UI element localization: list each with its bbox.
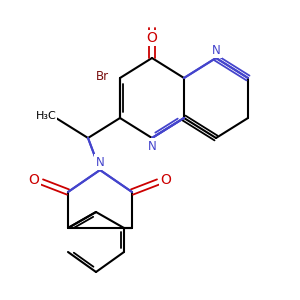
Text: Br: Br xyxy=(95,70,109,83)
Text: O: O xyxy=(147,31,158,45)
Text: N: N xyxy=(148,140,156,152)
Text: N: N xyxy=(212,44,220,56)
Text: N: N xyxy=(96,155,104,169)
Text: O: O xyxy=(160,173,171,187)
Text: O: O xyxy=(28,173,39,187)
Text: H₃C: H₃C xyxy=(36,111,56,121)
